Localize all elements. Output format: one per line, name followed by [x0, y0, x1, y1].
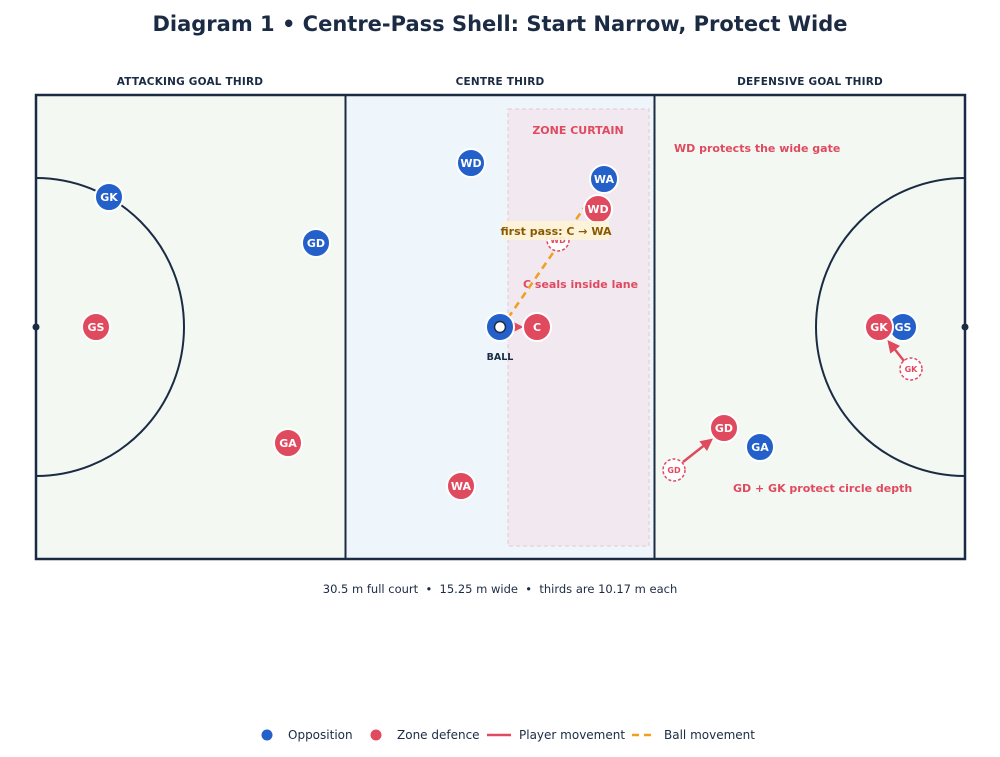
centre-third-label: CENTRE THIRD	[456, 76, 545, 88]
opposition-gd-label: GD	[307, 237, 325, 250]
wd-protects-note: WD protects the wide gate	[674, 142, 840, 155]
opposition-wa-label: WA	[594, 173, 615, 186]
opposition-gk-label: GK	[100, 191, 118, 204]
defence-gd-label: GD	[715, 422, 733, 435]
court-dimensions-footnote: 30.5 m full court • 15.25 m wide • third…	[323, 582, 678, 596]
right-goal-post	[961, 323, 969, 331]
ghost-gd-token	[662, 458, 686, 482]
ghost-gd-label: GD	[667, 466, 681, 475]
defence-ga-label: GA	[279, 437, 297, 450]
defence-wd-label: WD	[587, 203, 608, 216]
attacking-third-label: ATTACKING GOAL THIRD	[117, 76, 263, 88]
ghost-gk-token	[899, 357, 923, 381]
ghost-gk-label: GK	[905, 365, 919, 374]
pass-label-box	[503, 221, 609, 240]
legend-zone-defence-label: Zone defence	[397, 728, 480, 742]
opposition-ga-token: GA	[745, 432, 775, 462]
opposition-ga-label: GA	[751, 441, 769, 454]
gd-movement-arrow	[682, 438, 713, 463]
defence-c-token: C	[522, 312, 552, 342]
zone-curtain-label: ZONE CURTAIN	[532, 124, 623, 137]
defence-wa-token: WA	[446, 471, 476, 501]
legend-ball-movement-label: Ball movement	[664, 728, 755, 742]
opposition-wd-token: WD	[456, 148, 486, 178]
pass-label: first pass: C → WA	[501, 225, 612, 238]
defence-ga-token: GA	[273, 428, 303, 458]
c-seals-note: C seals inside lane	[523, 278, 638, 291]
diagram-title: Diagram 1 • Centre-Pass Shell: Start Nar…	[152, 12, 847, 36]
gd-gk-note: GD + GK protect circle depth	[733, 482, 912, 495]
defence-gs-label: GS	[88, 321, 105, 334]
legend-player-movement-label: Player movement	[519, 728, 625, 742]
defence-gs-token: GS	[81, 312, 111, 342]
defence-wa-label: WA	[451, 480, 472, 493]
opposition-wa-token: WA	[589, 164, 619, 194]
legend-opposition-swatch	[261, 729, 273, 741]
ball-holder-token	[485, 312, 515, 342]
gk-movement-arrow	[887, 340, 905, 362]
legend-opposition-label: Opposition	[288, 728, 353, 742]
left-goal-post	[32, 323, 40, 331]
defence-gk-token: GK	[864, 312, 894, 342]
defence-c-label: C	[533, 321, 541, 334]
opposition-gd-token: GD	[301, 228, 331, 258]
legend: Opposition Zone defence Player movement …	[261, 728, 755, 742]
ball-icon	[493, 320, 507, 334]
defence-gk-label: GK	[870, 321, 888, 334]
opposition-gk-token: GK	[94, 182, 124, 212]
ball-label: BALL	[487, 352, 514, 363]
opposition-wd-label: WD	[460, 157, 481, 170]
opposition-gs-label: GS	[895, 321, 912, 334]
legend-zone-defence-swatch	[370, 729, 382, 741]
defence-wd-token: WD	[583, 194, 613, 224]
ghost-wd-label: WD	[550, 236, 566, 245]
defensive-third-label: DEFENSIVE GOAL THIRD	[737, 76, 883, 88]
right-goal-circle	[815, 177, 966, 477]
defence-gd-token: GD	[709, 413, 739, 443]
